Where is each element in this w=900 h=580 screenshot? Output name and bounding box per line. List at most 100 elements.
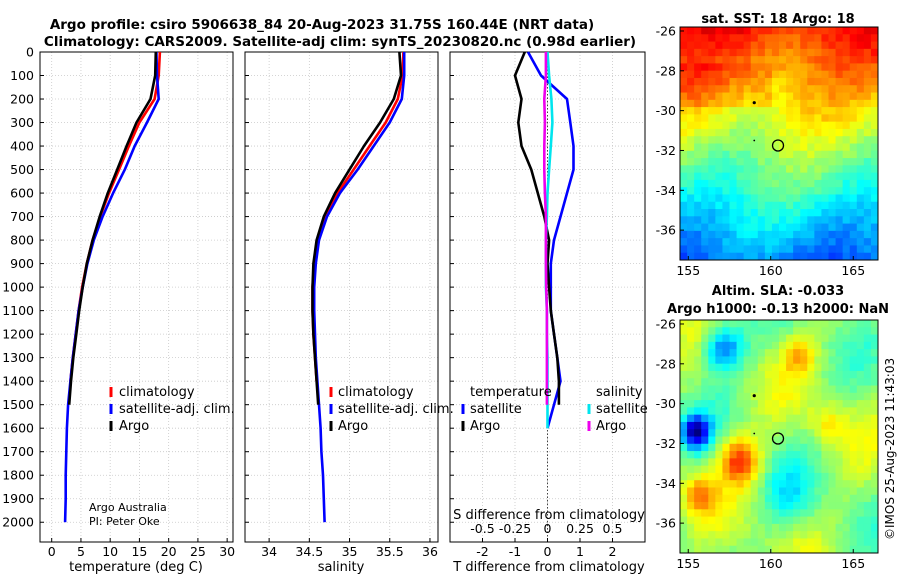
map-cell xyxy=(743,480,752,489)
map-cell xyxy=(729,172,738,181)
map-cell xyxy=(736,341,745,350)
map-cell xyxy=(793,531,801,540)
map-cell xyxy=(687,465,695,474)
map-cell xyxy=(680,245,688,254)
map-cell xyxy=(694,34,702,43)
map-cell xyxy=(814,77,823,86)
map-cell xyxy=(828,63,837,72)
map-cell xyxy=(722,209,731,217)
map-cell xyxy=(863,128,872,137)
map-cell xyxy=(708,114,716,123)
map-cell xyxy=(743,34,752,43)
map-cell xyxy=(687,407,695,416)
map-cell xyxy=(821,99,830,108)
map-cell xyxy=(800,56,808,65)
map-cell xyxy=(828,370,837,379)
map-cell xyxy=(856,245,865,254)
map-cell xyxy=(687,194,695,203)
map-cell xyxy=(800,158,808,166)
map-cell xyxy=(708,150,716,159)
map-cell xyxy=(856,56,865,65)
map-cell xyxy=(715,407,724,416)
map-cell xyxy=(842,172,851,181)
map-cell xyxy=(863,436,872,445)
map-cell xyxy=(694,385,702,394)
map-cell xyxy=(715,458,724,467)
map-cell xyxy=(764,472,773,481)
map-y-tick-label: -36 xyxy=(656,516,676,531)
map-cell xyxy=(800,400,808,408)
map-cell xyxy=(786,165,794,174)
map-cell xyxy=(800,443,808,452)
map-cell xyxy=(708,327,716,336)
map-cell xyxy=(722,230,731,239)
map-cell xyxy=(814,509,823,518)
map-cell xyxy=(828,392,837,401)
map-cell xyxy=(821,545,830,553)
map-cell xyxy=(771,128,780,137)
map-cell xyxy=(771,370,780,379)
map-cell xyxy=(771,77,780,86)
map-cell xyxy=(764,56,773,65)
map-cell xyxy=(694,136,702,145)
map-cell xyxy=(715,465,724,474)
map-cell xyxy=(800,516,808,525)
map-cell xyxy=(842,487,851,496)
map-cell xyxy=(856,63,865,72)
map-cell xyxy=(849,436,858,445)
map-cell xyxy=(715,230,724,239)
map-cell xyxy=(842,252,851,260)
map-cell xyxy=(814,121,823,130)
map-cell xyxy=(743,378,752,387)
map-cell xyxy=(828,85,837,94)
map-cell xyxy=(842,443,851,452)
map-cell xyxy=(870,334,878,343)
map-cell xyxy=(870,451,878,459)
map-cell xyxy=(835,531,844,540)
map-cell xyxy=(771,121,780,130)
map-cell xyxy=(729,531,738,540)
map-cell xyxy=(771,465,780,474)
map-cell xyxy=(842,34,851,43)
map-cell xyxy=(786,341,794,350)
map-cell xyxy=(800,245,808,254)
map-cell xyxy=(701,378,709,387)
map-cell xyxy=(757,378,766,387)
map-cell xyxy=(835,216,844,225)
map-cell xyxy=(863,356,872,365)
map-cell xyxy=(786,487,794,496)
map-cell xyxy=(835,523,844,532)
map-cell xyxy=(779,107,787,115)
map-cell xyxy=(800,223,808,232)
map-cell xyxy=(849,34,858,43)
map-cell xyxy=(835,407,844,416)
map-cell xyxy=(800,70,808,79)
map-cell xyxy=(757,407,766,416)
map-cell xyxy=(771,99,780,108)
map-cell xyxy=(863,63,872,72)
map-cell xyxy=(842,41,851,50)
map-cell xyxy=(694,48,702,57)
map-cell xyxy=(743,252,752,260)
map-cell xyxy=(736,99,745,108)
map-cell xyxy=(715,443,724,452)
map-cell xyxy=(842,48,851,57)
map-cell xyxy=(814,451,823,459)
map-cell xyxy=(807,48,815,57)
map-cell xyxy=(764,70,773,79)
map-cell xyxy=(708,370,716,379)
map-cell xyxy=(771,165,780,174)
map-cell xyxy=(793,143,801,152)
map-cell xyxy=(786,356,794,365)
map-cell xyxy=(835,136,844,145)
map-cell xyxy=(870,114,878,123)
map-cell xyxy=(828,230,837,239)
map-cell xyxy=(807,341,815,350)
map-cell xyxy=(835,107,844,115)
map-cell xyxy=(722,179,731,188)
map-cell xyxy=(680,179,688,188)
map-cell xyxy=(849,92,858,101)
map-cell xyxy=(764,545,773,553)
map-cell xyxy=(821,509,830,518)
map-cell xyxy=(849,136,858,145)
